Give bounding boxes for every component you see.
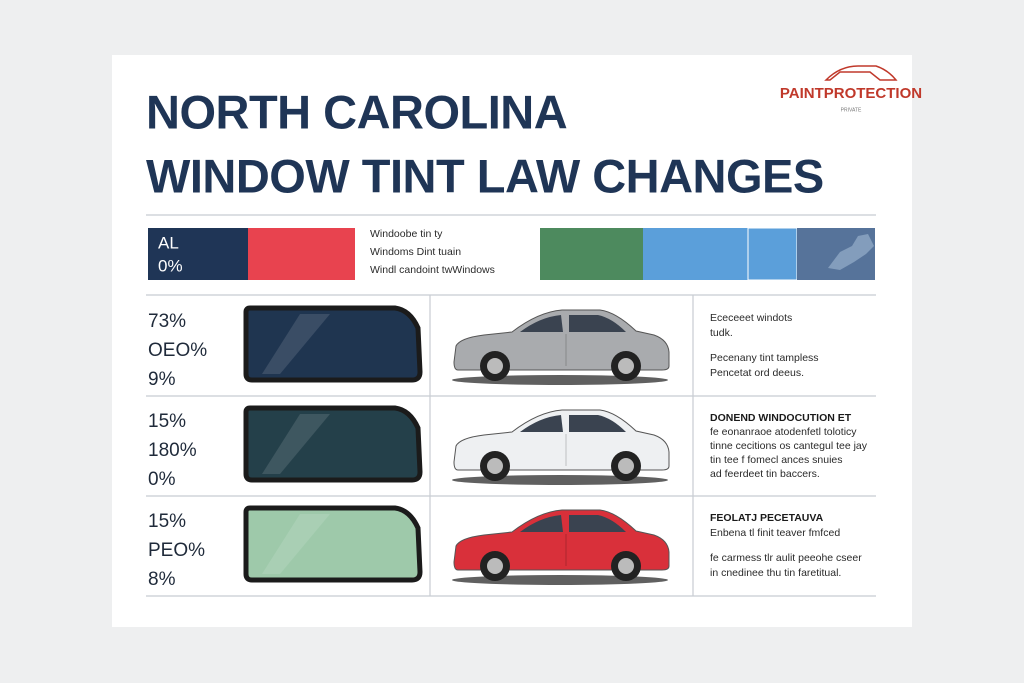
percentage: 0%	[148, 469, 176, 490]
title-line: WINDOW TINT LAW CHANGES	[146, 149, 824, 202]
glare	[262, 414, 330, 474]
logo: PAINTPROTECTION PRIVATE	[780, 65, 922, 113]
percentage: 8%	[148, 569, 176, 590]
summary-line: Windoobe tin ty	[370, 228, 443, 240]
summary-line: Windoms Dint tuain	[370, 246, 461, 258]
shape: 73% OEO% 9% Ececeeet windots tudk. Pecenany t…	[148, 305, 868, 590]
percentage: 180%	[148, 440, 197, 461]
logo-text: PAINTPROTECTION	[780, 85, 922, 102]
percentage: OEO%	[148, 340, 207, 361]
description-line: in cnedinee thu tin faretitual.	[710, 567, 841, 579]
description-line: Pencetat ord deeus.	[710, 367, 804, 379]
summary-line: Windl candoint twWindows	[370, 264, 495, 276]
percentage: 15%	[148, 411, 186, 432]
title-line: NORTH CAROLINA	[146, 85, 567, 138]
description-line: Ececeeet windots	[710, 312, 792, 324]
shape	[248, 228, 355, 280]
shape	[824, 65, 898, 81]
description-line: fe eonanraoe atodenfetl toloticy	[710, 426, 857, 438]
block-label: 0%	[158, 256, 183, 275]
description-line: Pecenany tint tampless	[710, 352, 819, 364]
logo-sub: PRIVATE	[841, 107, 862, 113]
tinted-window	[243, 505, 423, 583]
tinted-window	[243, 305, 423, 383]
description-line: fe carmess tlr aulit peeohe cseer	[710, 552, 862, 564]
tinted-window	[243, 405, 423, 483]
shape	[643, 228, 748, 280]
description-heading: DONEND WINDOCUTION ET	[710, 412, 852, 424]
block-label: AL	[158, 233, 179, 252]
glare	[262, 514, 330, 574]
description-line: ad feerdeet tin baccers.	[710, 468, 820, 480]
description-line: tudk.	[710, 327, 733, 339]
percentage: PEO%	[148, 540, 205, 561]
shape	[747, 227, 798, 281]
description-line: Enbena tl finit teaver fmfced	[710, 527, 840, 539]
shape	[148, 228, 248, 280]
shape	[540, 228, 643, 280]
description-line: tinne cecitions os cantegul tee jay	[710, 440, 868, 452]
percentage: 73%	[148, 311, 186, 332]
description-line: tin tee f fomecl ances snuies	[710, 454, 843, 466]
glare	[262, 314, 330, 374]
shape	[828, 234, 874, 270]
percentage: 9%	[148, 369, 176, 390]
description-heading: FEOLATJ PECETAUVA	[710, 512, 824, 524]
percentage: 15%	[148, 511, 186, 532]
